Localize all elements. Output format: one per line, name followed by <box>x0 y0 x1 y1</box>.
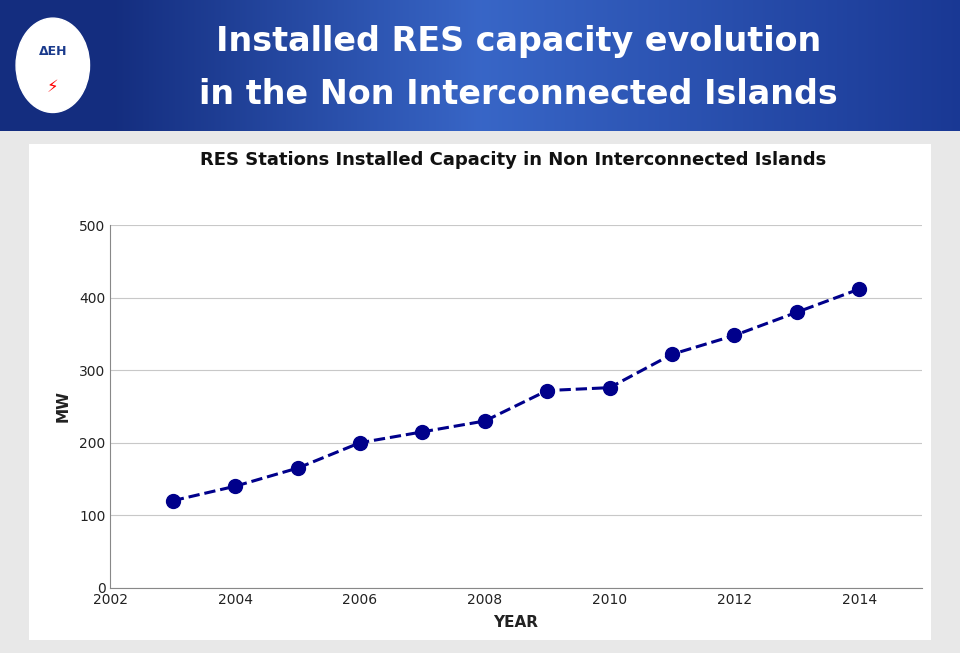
Text: ⚡: ⚡ <box>47 78 59 97</box>
Text: Installed RES capacity evolution: Installed RES capacity evolution <box>216 25 821 58</box>
Y-axis label: MW: MW <box>56 390 71 422</box>
Text: in the Non Interconnected Islands: in the Non Interconnected Islands <box>199 78 838 110</box>
Text: RES Stations Installed Capacity in Non Interconnected Islands: RES Stations Installed Capacity in Non I… <box>201 151 827 169</box>
Text: ΔΕΗ: ΔΕΗ <box>38 46 67 59</box>
X-axis label: YEAR: YEAR <box>493 615 539 630</box>
Ellipse shape <box>16 18 89 112</box>
FancyBboxPatch shape <box>2 129 958 653</box>
